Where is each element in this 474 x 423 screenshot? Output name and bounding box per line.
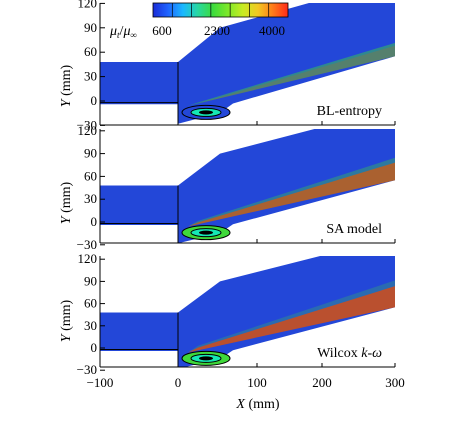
- flow-field: [100, 3, 395, 124]
- colorbar-label: μt/μ∞: [109, 24, 137, 40]
- panel-label-main: Wilcox: [317, 346, 361, 361]
- panel-body: [100, 256, 395, 367]
- x-tick-label: 200: [312, 375, 332, 390]
- flow-field: [100, 129, 395, 243]
- y-tick-label: 120: [78, 0, 98, 10]
- x-tick-label: −100: [87, 375, 114, 390]
- panel-body: [100, 3, 395, 124]
- panel-label-omega: ω: [372, 346, 382, 361]
- flow-field: [100, 256, 395, 367]
- colorbar-tick-label: 2300: [204, 23, 230, 38]
- colorbar-ticks: [171, 3, 270, 17]
- shear-layer-edge: [188, 280, 395, 353]
- panel-2: 120 90 60 30 0 −30 SA model: [77, 123, 396, 252]
- x-axis-variable: X: [235, 397, 245, 412]
- colorbar: 600 2300 4000 μt/μ∞: [109, 2, 289, 40]
- panel-body: [100, 129, 395, 243]
- panel-label: BL-entropy: [317, 104, 382, 119]
- panel-label-k: k: [361, 346, 368, 361]
- y-tick-label: 30: [84, 69, 97, 84]
- y-tick-label: 0: [91, 214, 98, 229]
- panel-3: 120 90 60 30 0 −30 Wilcox k-ω: [77, 251, 396, 377]
- y-tick-label: 0: [91, 340, 98, 355]
- colorbar-bar: [152, 2, 289, 18]
- shear-layer: [188, 162, 395, 227]
- y-tick-label: 60: [84, 168, 97, 183]
- y-tick-label: 30: [84, 318, 97, 333]
- panel-label-dash: -: [367, 346, 372, 361]
- shear-layer-edge: [188, 42, 395, 106]
- colorbar-tick-label: 4000: [259, 23, 285, 38]
- x-tick-label: 100: [247, 375, 267, 390]
- x-axis-unit: (mm): [245, 397, 280, 412]
- y-tick-label: 30: [84, 191, 97, 206]
- panel-1: 120 90 60 30 0 −30 BL-entropy: [77, 0, 396, 132]
- y-tick-label: −30: [77, 362, 97, 377]
- y-axis-label-panel-1: Y (mm): [59, 64, 74, 107]
- x-tick-label: 0: [175, 375, 182, 390]
- recirculation-eye: [199, 230, 213, 235]
- y-axis-label-panel-3: Y (mm): [59, 299, 74, 342]
- y-tick-label: 0: [91, 93, 98, 108]
- colorbar-tick-label: 600: [152, 23, 172, 38]
- x-tick-labels: −100 0 100 200 300: [87, 375, 405, 390]
- y-tick-label: 120: [78, 251, 98, 266]
- recirculation-eye: [199, 356, 213, 361]
- y-tick-label: −30: [77, 237, 97, 252]
- y-axis-label-panel-2: Y (mm): [59, 181, 74, 224]
- y-tick-label: 90: [84, 146, 97, 161]
- y-tick-label: 120: [78, 123, 98, 138]
- shear-layer-edge: [188, 157, 395, 227]
- panel-label: SA model: [326, 222, 382, 237]
- shear-layer: [188, 286, 395, 353]
- y-tick-label: 90: [84, 20, 97, 35]
- panel-label: Wilcox k-ω: [317, 346, 382, 361]
- y-tick-label: 60: [84, 296, 97, 311]
- y-tick-label: 60: [84, 44, 97, 59]
- y-tick-label: −30: [77, 117, 97, 132]
- contour-panels: 120 90 60 30 0 −30 BL-entropy 120 90 60 30 0 −30 SA m…: [77, 0, 396, 377]
- x-tick-label: 300: [385, 375, 405, 390]
- recirculation-eye: [199, 110, 213, 115]
- y-tick-label: 90: [84, 273, 97, 288]
- x-axis-label: X (mm): [235, 397, 280, 412]
